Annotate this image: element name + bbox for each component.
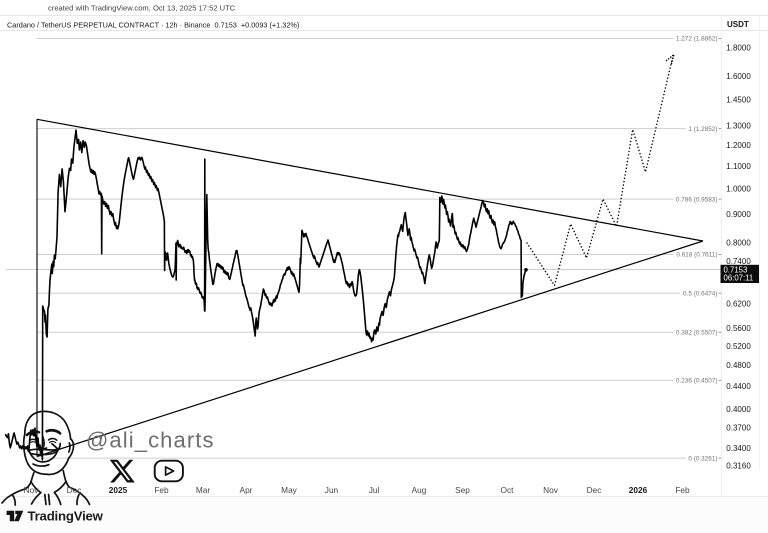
svg-text:@ali_charts: @ali_charts [86, 428, 215, 453]
svg-text:2026: 2026 [629, 485, 648, 495]
svg-text:created with TradingView.com,: created with TradingView.com, Oct 13, 20… [48, 3, 236, 12]
svg-text:0.4800: 0.4800 [726, 361, 751, 370]
svg-text:Nov: Nov [543, 485, 559, 495]
svg-text:0.6200: 0.6200 [726, 300, 751, 309]
svg-text:Mar: Mar [196, 485, 211, 495]
svg-text:0.4000: 0.4000 [726, 405, 751, 414]
svg-text:1 (1.2852): 1 (1.2852) [688, 126, 717, 133]
svg-text:0.382 (0.5507): 0.382 (0.5507) [676, 329, 718, 336]
svg-text:0.4400: 0.4400 [726, 382, 751, 391]
svg-text:0.3400: 0.3400 [726, 444, 751, 453]
svg-text:1.4500: 1.4500 [726, 96, 751, 105]
svg-text:06:07:11: 06:07:11 [724, 274, 754, 283]
svg-text:Dec: Dec [587, 485, 602, 495]
svg-text:Apr: Apr [240, 485, 253, 495]
svg-text:0.7400: 0.7400 [726, 257, 751, 266]
svg-text:TradingView: TradingView [28, 508, 104, 523]
svg-text:Jul: Jul [369, 485, 380, 495]
svg-text:0.5 (0.6474): 0.5 (0.6474) [683, 291, 717, 298]
svg-text:May: May [281, 485, 298, 495]
svg-text:0.236 (0.4507): 0.236 (0.4507) [676, 378, 718, 385]
svg-text:Jun: Jun [325, 485, 339, 495]
svg-text:1.1000: 1.1000 [726, 162, 751, 171]
svg-text:1.272 (1.8862): 1.272 (1.8862) [676, 36, 718, 43]
svg-text:Nov: Nov [24, 485, 40, 495]
svg-text:0.3160: 0.3160 [726, 461, 751, 470]
svg-text:Feb: Feb [154, 485, 169, 495]
svg-text:1.6000: 1.6000 [726, 72, 751, 81]
svg-text:Oct: Oct [501, 485, 515, 495]
svg-text:0.9000: 0.9000 [726, 210, 751, 219]
svg-text:1.0000: 1.0000 [726, 185, 751, 194]
svg-text:Aug: Aug [412, 485, 427, 495]
svg-text:0.786 (0.9583): 0.786 (0.9583) [676, 196, 718, 203]
svg-text:0 (0.3261): 0 (0.3261) [688, 455, 717, 462]
svg-text:0.7153: 0.7153 [724, 266, 748, 275]
svg-text:1.2000: 1.2000 [726, 141, 751, 150]
svg-text:0.5600: 0.5600 [726, 324, 751, 333]
svg-text:2025: 2025 [109, 485, 128, 495]
svg-text:Cardano / TetherUS PERPETUAL C: Cardano / TetherUS PERPETUAL CONTRACT · … [7, 20, 299, 29]
svg-text:0.5200: 0.5200 [726, 342, 751, 351]
svg-text:1.3000: 1.3000 [726, 122, 751, 131]
svg-text:Dec: Dec [67, 485, 82, 495]
svg-text:0.618 (0.7611): 0.618 (0.7611) [676, 252, 717, 259]
svg-text:1.8000: 1.8000 [726, 44, 751, 53]
svg-text:0.8000: 0.8000 [726, 238, 751, 247]
svg-text:0.3700: 0.3700 [726, 424, 751, 433]
svg-text:Sep: Sep [455, 485, 470, 495]
svg-text:Feb: Feb [675, 485, 690, 495]
svg-text:USDT: USDT [727, 20, 749, 29]
